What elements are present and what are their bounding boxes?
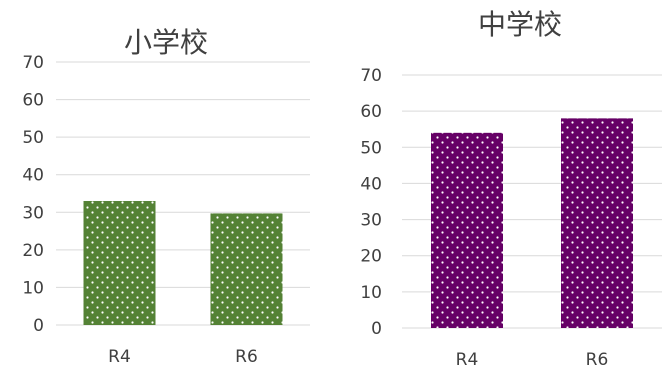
x-tick-label: R6	[235, 347, 258, 367]
x-tick-label: R4	[456, 350, 479, 367]
x-axis: R4 R6	[108, 347, 258, 367]
x-tick-label: R6	[586, 350, 609, 367]
bars	[431, 118, 633, 328]
y-tick-label: 10	[360, 283, 382, 303]
y-tick-label: 60	[22, 91, 44, 111]
y-tick-label: 0	[33, 316, 44, 336]
junior-high-school-chart: 中学校 0 10 20 30 40 50 60 70 R4 R6	[360, 8, 662, 367]
y-tick-label: 50	[22, 128, 44, 148]
chart-title: 小学校	[124, 26, 208, 59]
y-tick-label: 50	[360, 138, 382, 158]
y-tick-label: 30	[22, 203, 44, 223]
bar-r4	[431, 132, 503, 328]
bar-r4	[83, 201, 156, 325]
elementary-school-chart: 小学校 0 10 20 30 40 50 60 70 R4 R6	[22, 26, 310, 367]
x-axis: R4 R6	[456, 350, 609, 367]
y-axis: 0 10 20 30 40 50 60 70	[360, 66, 382, 339]
y-tick-label: 20	[360, 247, 382, 267]
bar-r6	[210, 213, 283, 325]
bar-r6	[561, 118, 633, 328]
y-tick-label: 30	[360, 211, 382, 231]
y-tick-label: 70	[22, 53, 44, 73]
y-tick-label: 20	[22, 241, 44, 261]
y-tick-label: 40	[22, 166, 44, 186]
bars	[83, 201, 283, 325]
y-tick-label: 10	[22, 278, 44, 298]
x-tick-label: R4	[108, 347, 131, 367]
chart-title: 中学校	[478, 8, 562, 41]
y-tick-label: 40	[360, 174, 382, 194]
y-tick-label: 60	[360, 102, 382, 122]
y-axis: 0 10 20 30 40 50 60 70	[22, 53, 44, 336]
y-tick-label: 70	[360, 66, 382, 86]
y-tick-label: 0	[371, 319, 382, 339]
